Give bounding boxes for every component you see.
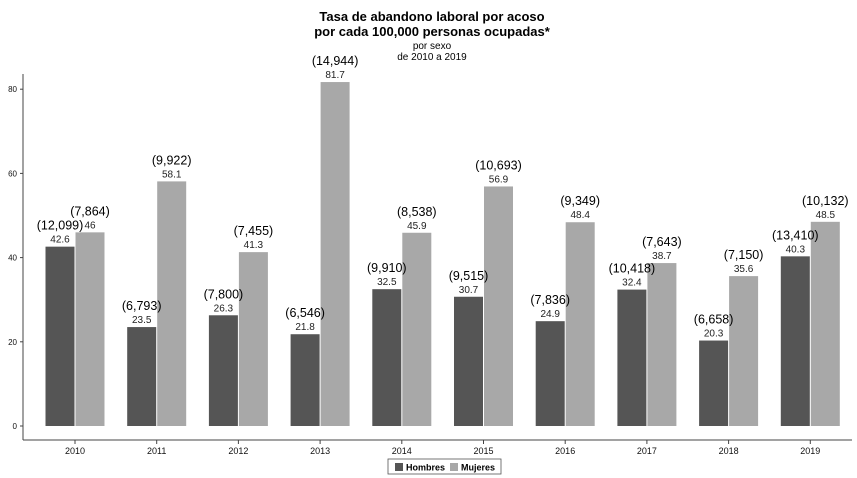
x-tick-label: 2015 [473, 446, 493, 456]
legend-swatch-hombres [395, 463, 403, 471]
x-tick-label: 2011 [147, 446, 166, 456]
count-label: (10,418) [609, 262, 656, 276]
bar-mujeres-2018 [729, 276, 759, 426]
bar-hombres-2015 [454, 296, 483, 426]
y-tick-label: 80 [8, 85, 17, 94]
legend-label-mujeres: Mujeres [461, 463, 495, 473]
count-label: (9,910) [367, 261, 407, 275]
value-label: 38.7 [652, 251, 672, 262]
value-label: 35.6 [734, 264, 754, 275]
value-label: 21.8 [295, 322, 315, 333]
bar-hombres-2013 [290, 334, 320, 426]
count-label: (12,099) [37, 219, 84, 233]
count-label: (14,944) [312, 54, 359, 68]
value-label: 23.5 [132, 315, 152, 326]
count-label: (7,150) [724, 248, 764, 262]
y-tick-label: 0 [13, 422, 18, 431]
x-tick-label: 2018 [719, 446, 739, 456]
value-label: 42.6 [50, 235, 70, 246]
bars-layer [45, 82, 840, 426]
bar-mujeres-2014 [402, 232, 432, 426]
value-label: 26.3 [214, 303, 234, 314]
bar-mujeres-2013 [320, 82, 350, 426]
y-tick-label: 20 [8, 338, 17, 347]
value-label: 81.7 [325, 70, 345, 81]
count-label: (9,349) [560, 194, 600, 208]
count-label: (10,132) [802, 194, 849, 208]
legend-frame [387, 458, 502, 475]
x-tick-label: 2016 [555, 446, 575, 456]
x-tick-label: 2019 [800, 446, 820, 456]
bar-hombres-2011 [127, 327, 157, 426]
x-axis-ticks: 2010 2011 2012 2013 2014 2015 2016 2017 2018 2019 [65, 440, 820, 456]
count-label: (6,793) [122, 299, 162, 313]
value-label: 56.9 [489, 174, 509, 185]
value-label: 24.9 [540, 309, 560, 320]
bar-hombres-2018 [699, 340, 729, 426]
count-label: (9,922) [152, 153, 192, 167]
bar-mujeres-2016 [565, 222, 595, 426]
count-label: (10,693) [475, 158, 522, 172]
bar-mujeres-2010 [75, 232, 105, 426]
count-label: (6,546) [285, 306, 325, 320]
count-label: (7,836) [530, 293, 570, 307]
bar-hombres-2016 [535, 321, 565, 426]
count-label: (7,643) [642, 235, 682, 249]
bar-mujeres-2011 [157, 181, 187, 426]
value-label: 58.1 [162, 169, 182, 180]
count-label: (7,455) [234, 224, 274, 238]
legend-swatch-mujeres [450, 463, 458, 471]
value-label: 48.5 [816, 210, 836, 221]
y-tick-label: 40 [8, 254, 17, 263]
bar-mujeres-2019 [810, 221, 840, 426]
chart-subtitle-line-1: por sexo [413, 41, 452, 52]
count-label: (7,864) [70, 204, 110, 218]
x-tick-label: 2017 [637, 446, 657, 456]
legend-label-hombres: Hombres [406, 463, 445, 473]
bar-hombres-2014 [372, 289, 402, 426]
chart-title-line-1: Tasa de abandono laboral por acoso [319, 9, 544, 24]
count-label: (13,410) [772, 228, 819, 242]
value-label: 40.3 [786, 244, 806, 255]
value-label: 20.3 [704, 329, 724, 340]
count-label: (9,515) [449, 269, 489, 283]
bar-mujeres-2012 [238, 252, 268, 426]
value-label: 30.7 [459, 285, 479, 296]
value-label: 32.5 [377, 277, 397, 288]
y-tick-label: 60 [8, 169, 17, 178]
chart-subtitle-line-2: de 2010 a 2019 [397, 52, 467, 63]
bar-hombres-2019 [780, 256, 810, 426]
value-label: 32.4 [622, 278, 642, 289]
bar-hombres-2012 [208, 315, 238, 426]
value-label: 41.3 [244, 240, 264, 251]
value-label: 48.4 [570, 210, 590, 221]
count-label: (7,800) [204, 287, 244, 301]
count-label: (8,538) [397, 205, 437, 219]
bar-mujeres-2017 [647, 263, 677, 426]
value-label: 46 [84, 220, 96, 231]
bar-mujeres-2015 [484, 186, 513, 426]
bar-hombres-2017 [617, 289, 647, 426]
x-tick-label: 2012 [228, 446, 248, 456]
x-tick-label: 2013 [310, 446, 330, 456]
x-tick-label: 2014 [392, 446, 412, 456]
value-label: 45.9 [407, 221, 427, 232]
legend: Hombres Mujeres [387, 458, 502, 475]
data-labels-layer: 42.6 (12,099) 46 (7,864) 23.5 (6,793) 58.1 (9,9… [37, 54, 849, 339]
bar-hombres-2010 [45, 246, 75, 426]
y-axis-ticks: 0 20 40 60 80 [8, 85, 23, 431]
count-label: (6,658) [694, 313, 734, 327]
chart-title-line-2: por cada 100,000 personas ocupadas* [314, 24, 550, 39]
x-tick-label: 2010 [65, 446, 85, 456]
